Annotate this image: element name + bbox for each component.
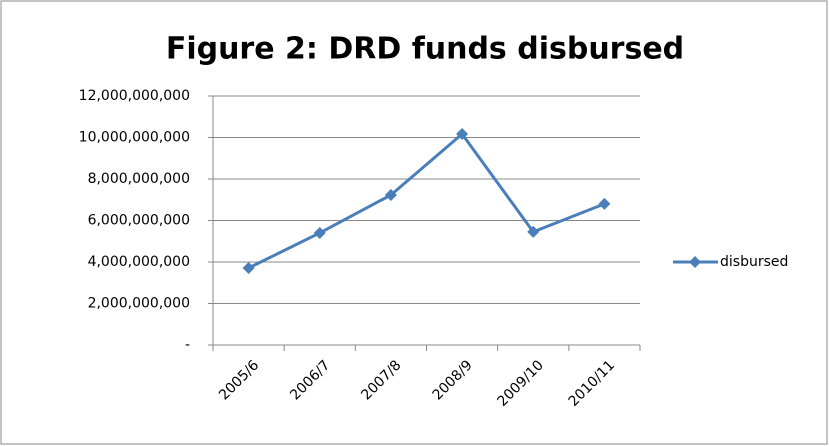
legend-label: disbursed — [720, 254, 788, 270]
point-marker — [598, 197, 611, 210]
series-line — [247, 132, 605, 270]
point-marker — [313, 226, 326, 239]
point-marker — [384, 188, 397, 201]
point-marker — [242, 262, 255, 275]
y-tick-label: 4,000,000,000 — [88, 254, 190, 270]
legend-marker — [689, 256, 701, 268]
point-marker — [527, 225, 540, 238]
chart-title: Figure 2: DRD funds disbursed — [166, 32, 684, 67]
y-tick-label: 2,000,000,000 — [88, 296, 190, 312]
y-tick-label: 12,000,000,000 — [79, 88, 190, 104]
y-tick-label: 6,000,000,000 — [88, 213, 190, 229]
point-marker — [456, 127, 469, 140]
y-tick-label: 8,000,000,000 — [88, 171, 190, 187]
y-tick-label: - — [185, 337, 190, 353]
y-tick-label: 10,000,000,000 — [79, 130, 190, 146]
